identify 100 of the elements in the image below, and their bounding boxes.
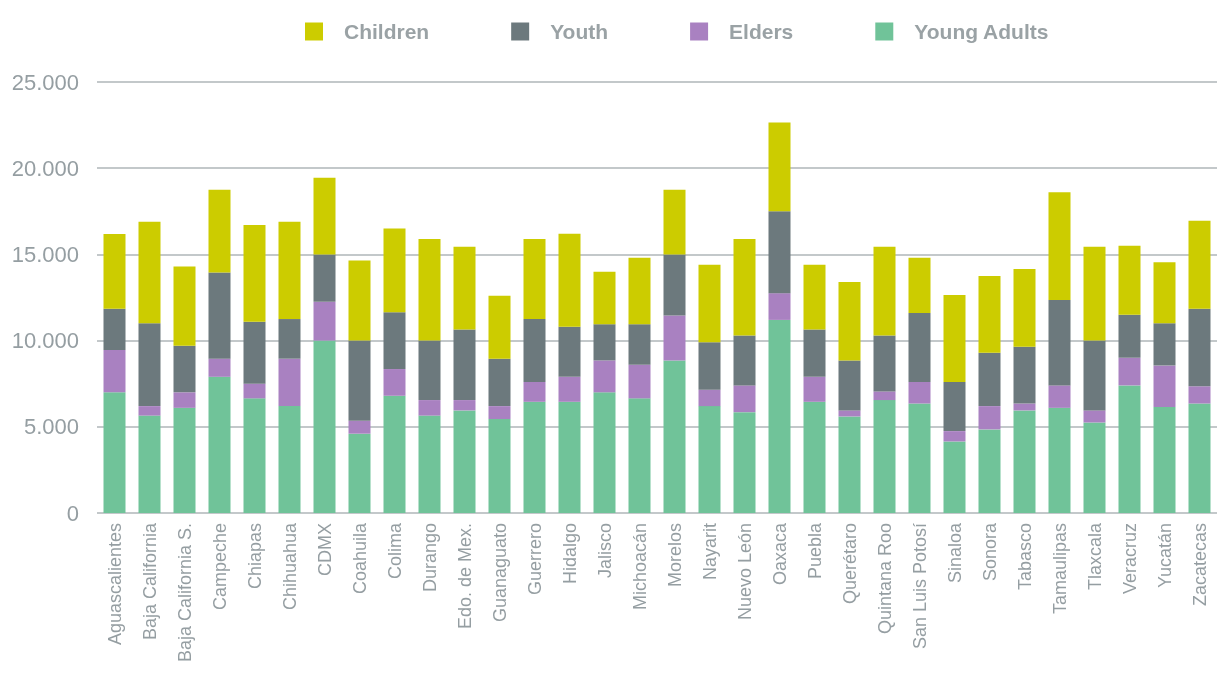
bar (733, 385, 756, 413)
bar (908, 381, 931, 404)
y-tick-label: 10.000 (11, 328, 79, 354)
bar (488, 295, 511, 359)
bar (138, 415, 161, 513)
x-tick-label: Nuevo León (734, 523, 755, 621)
x-tick-label: Guanaguato (489, 523, 510, 623)
x-tick-label: CDMX (314, 523, 335, 576)
bar (173, 407, 196, 513)
x-tick-label: Tamaulipas (1049, 523, 1070, 615)
bar (488, 406, 511, 420)
bar (873, 400, 896, 513)
bar (243, 398, 266, 513)
bar (1188, 386, 1211, 404)
bar (768, 319, 791, 513)
bar (313, 340, 336, 513)
x-tick-label: Veracruz (1119, 523, 1140, 595)
legend-label: Youth (550, 20, 609, 43)
bar (1118, 314, 1141, 358)
bar (558, 233, 581, 327)
x-tick-label: Baja California S. (174, 523, 195, 663)
x-tick-label: Hidalgo (559, 523, 580, 585)
bar (453, 400, 476, 411)
bar (138, 406, 161, 416)
bar (943, 431, 966, 442)
bar (1153, 365, 1176, 407)
bar (208, 272, 231, 359)
x-tick-label: Nayarit (699, 523, 720, 581)
bar (873, 391, 896, 401)
bar (943, 381, 966, 432)
bar (1118, 245, 1141, 315)
bar (628, 398, 651, 513)
bar (208, 358, 231, 377)
bar (698, 264, 721, 343)
bar (663, 189, 686, 255)
bar (838, 416, 861, 513)
bar (278, 319, 301, 359)
bar (733, 412, 756, 513)
bar (418, 238, 441, 341)
bar (733, 238, 756, 336)
bar (453, 246, 476, 330)
bar (383, 395, 406, 513)
bar (173, 266, 196, 346)
bar (453, 329, 476, 401)
bar (908, 313, 931, 382)
x-tick-label: San Luis Potosí (909, 523, 930, 650)
bar (698, 389, 721, 407)
bar (838, 360, 861, 411)
bar (348, 433, 371, 513)
bar (768, 211, 791, 294)
x-tick-label: Chiapas (244, 523, 265, 590)
bar (1118, 357, 1141, 386)
bar (453, 410, 476, 513)
bar (278, 221, 301, 320)
bar (943, 294, 966, 382)
bar (418, 340, 441, 401)
bar (978, 406, 1001, 430)
bar (348, 340, 371, 421)
x-tick-label: Zacatecas (1189, 523, 1210, 607)
bar (768, 122, 791, 212)
bar (1083, 340, 1106, 411)
bar (488, 419, 511, 513)
bar (1188, 308, 1211, 387)
y-tick-label: 25.000 (11, 69, 79, 95)
y-tick-label: 0 (66, 500, 79, 526)
bar (733, 335, 756, 386)
bar (943, 441, 966, 513)
bar (348, 420, 371, 434)
x-tick-label: Baja California (139, 522, 160, 641)
bar (558, 376, 581, 402)
bar (138, 221, 161, 324)
x-tick-label: Jalisco (594, 523, 615, 579)
bar (208, 376, 231, 513)
bar (173, 392, 196, 408)
bar (698, 406, 721, 513)
bar (383, 228, 406, 313)
bar (1013, 346, 1036, 404)
bar (803, 401, 826, 513)
x-tick-label: Oaxaca (769, 522, 790, 586)
bar (978, 275, 1001, 353)
bar (1153, 262, 1176, 324)
legend-label: Young Adults (914, 20, 1049, 43)
bar (313, 301, 336, 341)
x-tick-label: Morelos (664, 523, 685, 588)
bar (908, 257, 931, 314)
bar (383, 312, 406, 370)
x-tick-label: Sinaloa (944, 522, 965, 584)
bar (978, 429, 1001, 513)
bar (313, 254, 336, 302)
bar (1048, 300, 1071, 386)
bar (1013, 410, 1036, 513)
bar (1048, 192, 1071, 301)
bar (278, 406, 301, 513)
x-tick-label: Colima (384, 522, 405, 580)
x-tick-label: Yucatán (1154, 523, 1175, 589)
bar (628, 257, 651, 325)
bar (1013, 269, 1036, 347)
y-tick-label: 15.000 (11, 241, 79, 267)
bar (348, 260, 371, 341)
legend-label: Children (344, 20, 430, 43)
